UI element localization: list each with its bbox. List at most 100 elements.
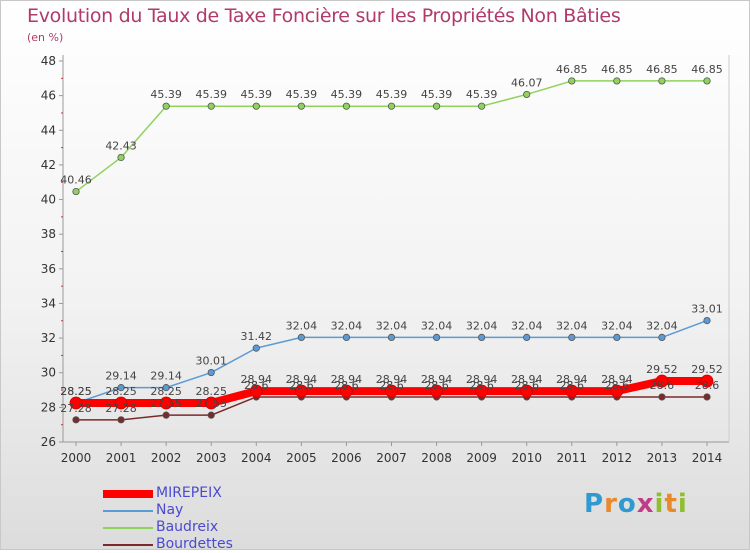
data-point-baudreix <box>568 77 576 85</box>
data-point-baudreix <box>117 153 125 162</box>
logo-letter: P <box>584 489 605 519</box>
legend-swatch-mirepeix <box>103 490 153 498</box>
data-label-mirepeix: 28.94 <box>556 373 588 386</box>
data-label-baudreix: 45.39 <box>331 88 363 101</box>
logo-letter: r <box>604 489 618 519</box>
data-label-nay: 29.14 <box>150 370 182 383</box>
data-point-baudreix <box>523 90 531 99</box>
data-label-bourdettes: 27.28 <box>60 402 92 415</box>
data-point-baudreix <box>252 102 260 110</box>
x-tick-label: 2008 <box>421 451 452 465</box>
data-label-baudreix: 45.39 <box>195 88 227 101</box>
data-label-baudreix: 40.46 <box>60 174 92 187</box>
y-tick-label: 26 <box>41 435 56 449</box>
data-label-mirepeix: 28.94 <box>286 373 318 386</box>
data-point-baudreix <box>207 102 215 110</box>
data-label-baudreix: 45.39 <box>421 88 453 101</box>
data-point-baudreix <box>342 102 351 110</box>
data-label-nay: 32.04 <box>466 319 498 332</box>
data-point-nay <box>658 333 666 341</box>
data-label-mirepeix: 28.94 <box>241 373 273 386</box>
data-point-nay <box>117 384 125 392</box>
data-point-mirepeix <box>340 384 353 398</box>
x-tick-label: 2010 <box>511 451 542 465</box>
data-point-baudreix <box>658 77 666 85</box>
y-tick-label: 44 <box>41 123 56 137</box>
data-point-nay <box>207 368 215 377</box>
x-tick-label: 2006 <box>331 451 362 465</box>
x-tick-label: 2001 <box>106 451 137 465</box>
data-point-nay <box>432 333 441 341</box>
x-tick-label: 2011 <box>557 451 588 465</box>
y-tick-label: 28 <box>41 400 56 414</box>
data-label-nay: 32.04 <box>286 319 318 332</box>
data-label-baudreix: 45.39 <box>241 88 273 101</box>
data-point-mirepeix <box>294 384 308 398</box>
data-point-bourdettes <box>703 393 711 401</box>
data-point-baudreix <box>703 77 711 85</box>
legend-label-nay: Nay <box>156 502 184 518</box>
data-label-bourdettes: 28.6 <box>469 379 494 392</box>
data-point-mirepeix <box>520 384 534 398</box>
legend-label-bourdettes: Bourdettes <box>156 536 233 552</box>
data-label-bourdettes: 28.6 <box>695 379 720 392</box>
data-label-nay: 30.01 <box>195 355 227 368</box>
x-tick-label: 2009 <box>466 451 497 465</box>
data-label-bourdettes: 27.28 <box>105 402 137 415</box>
y-tick-label: 40 <box>41 193 56 207</box>
data-point-nay <box>387 333 396 341</box>
data-label-bourdettes: 28.6 <box>605 379 630 392</box>
x-tick-label: 2014 <box>692 451 723 465</box>
chart-axes: 26 28 30 32 34 36 38 40 42 44 46 48 2000 2001 2002 2003… <box>41 54 730 465</box>
data-label-nay: 28.25 <box>60 385 92 398</box>
data-label-nay: 32.04 <box>331 319 363 332</box>
chart-subtitle: (en %) <box>27 31 64 44</box>
data-point-bourdettes <box>207 411 215 419</box>
data-point-nay <box>342 333 351 341</box>
data-label-bourdettes: 28.6 <box>650 379 675 392</box>
data-label-bourdettes: 27.55 <box>195 397 227 410</box>
y-tick-label: 42 <box>41 158 56 172</box>
data-label-nay: 32.04 <box>511 319 543 332</box>
data-point-baudreix <box>613 77 621 85</box>
y-tick-label: 46 <box>41 89 56 103</box>
data-label-mirepeix: 29.52 <box>691 363 723 376</box>
data-point-mirepeix <box>430 384 443 398</box>
data-point-mirepeix <box>565 384 579 398</box>
data-label-nay: 32.04 <box>376 319 408 332</box>
logo-letter: t <box>664 489 678 519</box>
y-tick-label: 36 <box>41 262 56 276</box>
data-point-mirepeix <box>204 396 218 410</box>
data-label-mirepeix: 28.94 <box>376 373 408 386</box>
data-label-mirepeix: 28.94 <box>421 373 453 386</box>
data-point-bourdettes <box>117 416 125 424</box>
y-tick-label: 34 <box>41 296 56 310</box>
data-point-mirepeix <box>655 374 669 388</box>
data-label-baudreix: 45.39 <box>286 88 318 101</box>
data-point-nay <box>523 333 531 341</box>
data-label-nay: 32.04 <box>556 319 588 332</box>
data-label-bourdettes: 27.55 <box>150 397 182 410</box>
legend-label-baudreix: Baudreix <box>156 519 219 535</box>
data-point-nay <box>703 316 711 325</box>
data-point-baudreix <box>72 187 80 196</box>
data-point-bourdettes <box>72 416 80 424</box>
data-label-mirepeix: 28.25 <box>105 385 137 398</box>
proxiti-logo: Proxiti <box>584 489 688 519</box>
y-tick-label: 38 <box>41 227 56 241</box>
x-tick-label: 2004 <box>241 451 272 465</box>
data-point-mirepeix <box>159 396 173 410</box>
y-tick-label: 32 <box>41 331 56 345</box>
data-point-mirepeix <box>385 384 398 398</box>
data-point-mirepeix <box>69 396 83 410</box>
data-point-baudreix <box>387 102 396 110</box>
data-label-baudreix: 46.85 <box>556 63 588 76</box>
data-point-mirepeix <box>610 384 624 398</box>
series-markers <box>69 77 714 424</box>
x-tick-label: 2000 <box>61 451 92 465</box>
data-label-mirepeix: 28.94 <box>331 373 363 386</box>
logo-letter: o <box>617 489 637 519</box>
data-point-baudreix <box>478 102 486 110</box>
